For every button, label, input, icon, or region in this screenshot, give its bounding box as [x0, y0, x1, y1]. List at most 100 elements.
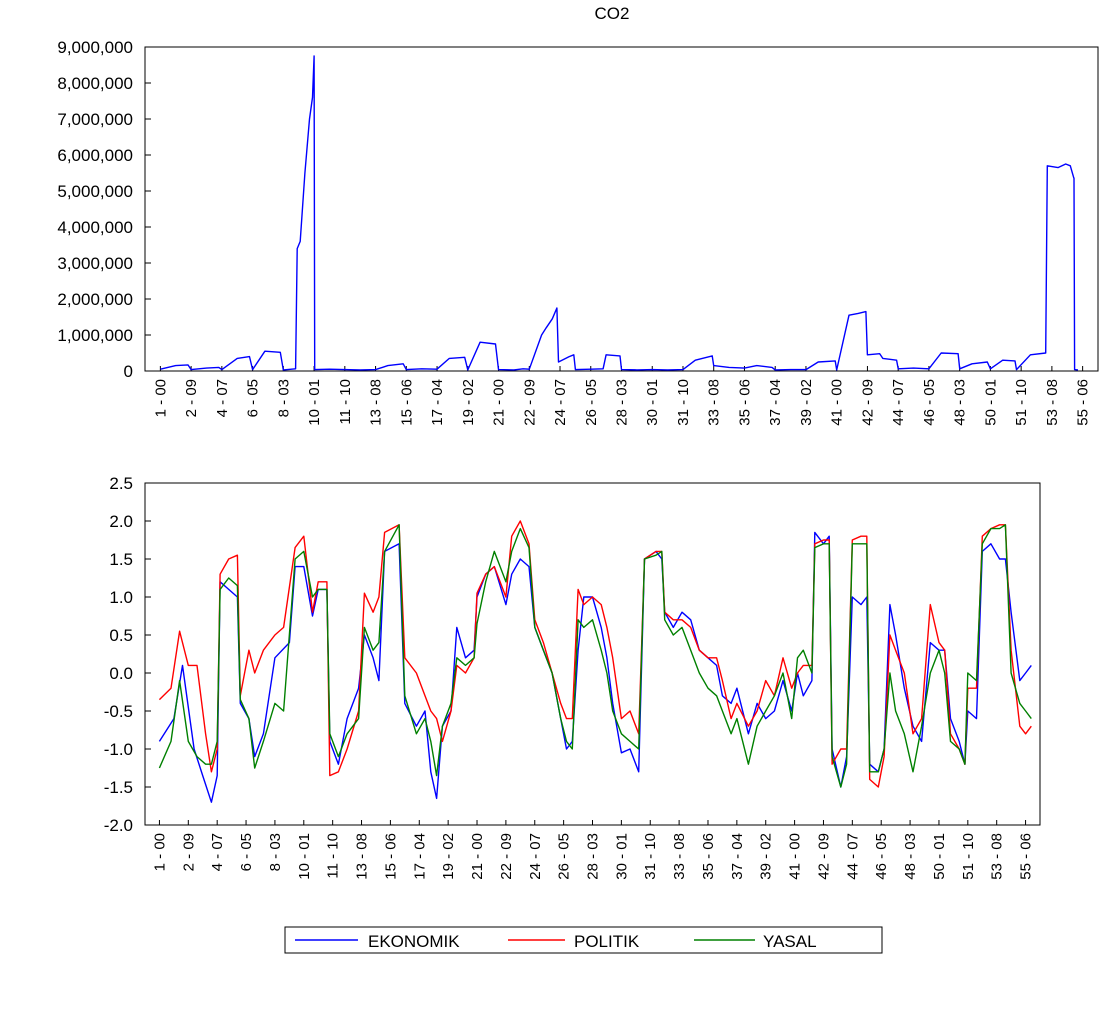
sentiment-x-tick-label: 33 - 08 — [671, 833, 688, 880]
sentiment-x-tick-label: 37 - 04 — [729, 833, 746, 880]
legend-label-ekonomik: EKONOMIK — [368, 932, 460, 951]
co2-x-tick-label: 33 - 08 — [706, 379, 723, 426]
sentiment-x-tick-label: 8 - 03 — [267, 833, 284, 871]
sentiment-line-yasal — [158, 524, 1032, 788]
sentiment-x-tick-label: 35 - 06 — [700, 833, 717, 880]
sentiment-y-tick-label: 2.0 — [109, 512, 133, 531]
sentiment-x-tick-label: 19 - 02 — [440, 833, 457, 880]
co2-y-tick-label: 7,000,000 — [57, 110, 133, 129]
co2-x-tick-label: 19 - 02 — [460, 379, 477, 426]
sentiment-x-tick-label: 26 - 05 — [556, 833, 573, 880]
sentiment-x-tick-label: 39 - 02 — [758, 833, 775, 880]
co2-plot-frame — [144, 46, 1099, 372]
co2-y-axis: 0 1,000,000 2,000,000 3,000,000 4,000,000 5,0… — [57, 38, 151, 381]
sentiment-x-tick-label: 55 - 06 — [1018, 833, 1035, 880]
co2-x-tick-label: 41 - 00 — [829, 379, 846, 426]
sentiment-x-tick-label: 31 - 10 — [642, 833, 659, 880]
co2-x-tick-label: 22 - 09 — [521, 379, 538, 426]
sentiment-x-tick-label: 28 - 03 — [585, 833, 602, 880]
sentiment-x-tick-label: 48 - 03 — [902, 833, 919, 880]
sentiment-y-tick-label: -1.0 — [104, 740, 133, 759]
co2-chart-title: CO2 — [595, 4, 630, 23]
co2-y-tick-label: 1,000,000 — [57, 326, 133, 345]
co2-x-tick-label: 55 - 06 — [1075, 379, 1092, 426]
legend-label-yasal: YASAL — [763, 932, 817, 951]
sentiment-x-tick-label: 13 - 08 — [354, 833, 371, 880]
sentiment-y-tick-label: 1.0 — [109, 588, 133, 607]
sentiment-x-tick-label: 51 - 10 — [960, 833, 977, 880]
co2-x-tick-label: 1 - 00 — [152, 379, 169, 417]
co2-x-tick-label: 46 - 05 — [921, 379, 938, 426]
sentiment-line-politik — [158, 520, 1032, 788]
sentiment-y-tick-label: 0.5 — [109, 626, 133, 645]
co2-x-tick-label: 37 - 04 — [767, 379, 784, 426]
sentiment-x-tick-label: 2 - 09 — [180, 833, 197, 871]
sentiment-y-tick-label: -0.5 — [104, 702, 133, 721]
co2-x-tick-label: 51 - 10 — [1013, 379, 1030, 426]
sentiment-y-tick-label: 0.0 — [109, 664, 133, 683]
co2-x-axis: 1 - 00 2 - 09 4 - 07 6 - 05 8 - 03 10 - 01 11 … — [152, 366, 1092, 426]
co2-x-tick-label: 21 - 00 — [491, 379, 508, 426]
sentiment-y-tick-label: 2.5 — [109, 474, 133, 493]
co2-x-tick-label: 28 - 03 — [614, 379, 631, 426]
co2-x-tick-label: 53 - 08 — [1044, 379, 1061, 426]
co2-x-tick-label: 24 - 07 — [552, 379, 569, 426]
sentiment-x-tick-label: 6 - 05 — [238, 833, 255, 871]
co2-y-tick-label: 5,000,000 — [57, 182, 133, 201]
co2-x-tick-label: 4 - 07 — [214, 379, 231, 417]
co2-x-tick-label: 15 - 06 — [398, 379, 415, 426]
sentiment-x-tick-label: 10 - 01 — [296, 833, 313, 880]
sentiment-x-tick-label: 42 - 09 — [815, 833, 832, 880]
co2-x-tick-label: 42 - 09 — [859, 379, 876, 426]
co2-x-tick-label: 48 - 03 — [952, 379, 969, 426]
legend-label-politik: POLITIK — [574, 932, 640, 951]
co2-x-tick-label: 8 - 03 — [275, 379, 292, 417]
co2-line-series-0 — [160, 55, 1079, 371]
sentiment-y-axis: -2.0 -1.5 -1.0 -0.5 0.0 0.5 1.0 1.5 2.0 2.5 — [104, 474, 151, 835]
sentiment-line-ekonomik — [158, 531, 1032, 803]
co2-x-tick-label: 2 - 09 — [183, 379, 200, 417]
legend: EKONOMIK POLITIK YASAL — [284, 926, 883, 954]
sentiment-x-tick-label: 17 - 04 — [411, 833, 428, 880]
co2-x-tick-label: 31 - 10 — [675, 379, 692, 426]
sentiment-x-tick-label: 21 - 00 — [469, 833, 486, 880]
sentiment-x-tick-label: 30 - 01 — [613, 833, 630, 880]
sentiment-x-tick-label: 1 - 00 — [151, 833, 168, 871]
sentiment-series — [158, 520, 1032, 803]
sentiment-x-tick-label: 4 - 07 — [209, 833, 226, 871]
co2-y-tick-label: 9,000,000 — [57, 38, 133, 57]
co2-x-tick-label: 11 - 10 — [337, 379, 354, 425]
sentiment-x-tick-label: 22 - 09 — [498, 833, 515, 880]
co2-x-tick-label: 30 - 01 — [644, 379, 661, 426]
sentiment-x-tick-label: 46 - 05 — [873, 833, 890, 880]
co2-x-tick-label: 10 - 01 — [306, 379, 323, 426]
sentiment-x-tick-label: 50 - 01 — [931, 833, 948, 880]
co2-x-tick-label: 35 - 06 — [736, 379, 753, 426]
co2-y-tick-label: 2,000,000 — [57, 290, 133, 309]
sentiment-y-tick-label: 1.5 — [109, 550, 133, 569]
sentiment-x-tick-label: 44 - 07 — [844, 833, 861, 880]
co2-x-tick-label: 17 - 04 — [429, 379, 446, 426]
co2-y-tick-label: 0 — [124, 362, 133, 381]
sentiment-x-axis: 1 - 00 2 - 09 4 - 07 6 - 05 8 - 03 10 - 01 11 … — [151, 820, 1035, 880]
legend-frame — [284, 926, 883, 954]
sentiment-x-tick-label: 15 - 06 — [382, 833, 399, 880]
sentiment-x-tick-label: 11 - 10 — [325, 833, 342, 879]
sentiment-chart: -2.0 -1.5 -1.0 -0.5 0.0 0.5 1.0 1.5 2.0 2.5 1 - 0… — [104, 474, 1041, 880]
co2-x-tick-label: 26 - 05 — [583, 379, 600, 426]
co2-x-tick-label: 13 - 08 — [368, 379, 385, 426]
sentiment-x-tick-label: 53 - 08 — [989, 833, 1006, 880]
co2-chart: CO2 0 1,000,000 2,000,000 3,000,000 4,000,00… — [57, 4, 1099, 426]
co2-y-tick-label: 6,000,000 — [57, 146, 133, 165]
co2-y-tick-label: 8,000,000 — [57, 74, 133, 93]
sentiment-y-tick-label: -1.5 — [104, 778, 133, 797]
co2-y-tick-label: 4,000,000 — [57, 218, 133, 237]
co2-x-tick-label: 44 - 07 — [890, 379, 907, 426]
co2-x-tick-label: 39 - 02 — [798, 379, 815, 426]
sentiment-y-tick-label: -2.0 — [104, 816, 133, 835]
sentiment-x-tick-label: 24 - 07 — [527, 833, 544, 880]
co2-x-tick-label: 6 - 05 — [245, 379, 262, 417]
co2-series — [160, 55, 1079, 371]
co2-x-tick-label: 50 - 01 — [982, 379, 999, 426]
